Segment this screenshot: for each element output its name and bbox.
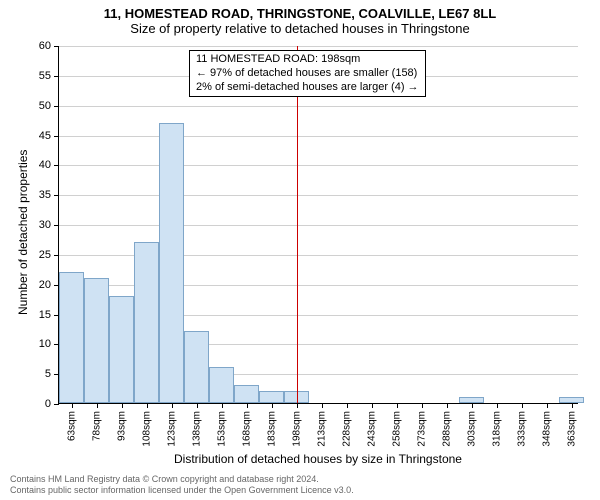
annotation-box: 11 HOMESTEAD ROAD: 198sqm ← 97% of detac… <box>189 50 426 97</box>
x-tick <box>572 403 573 408</box>
x-tick-label: 138sqm <box>191 411 202 447</box>
x-tick <box>397 403 398 408</box>
y-tick-label: 5 <box>45 368 51 380</box>
x-tick <box>97 403 98 408</box>
x-tick <box>172 403 173 408</box>
gridline <box>59 225 578 226</box>
footer-line: Contains HM Land Registry data © Crown c… <box>10 474 354 485</box>
x-tick <box>297 403 298 408</box>
x-tick <box>547 403 548 408</box>
y-tick <box>54 165 59 166</box>
page-subtitle: Size of property relative to detached ho… <box>0 21 600 40</box>
y-tick-label: 25 <box>39 249 51 261</box>
reference-line <box>297 46 298 403</box>
x-tick-label: 93sqm <box>116 411 127 441</box>
footer-attribution: Contains HM Land Registry data © Crown c… <box>10 474 354 496</box>
y-tick <box>54 136 59 137</box>
x-tick <box>322 403 323 408</box>
x-tick-label: 273sqm <box>416 411 427 447</box>
x-tick <box>422 403 423 408</box>
y-tick-label: 35 <box>39 189 51 201</box>
chart-container: 05101520253035404550556063sqm78sqm93sqm1… <box>58 46 578 404</box>
histogram-bar <box>84 278 109 403</box>
x-tick-label: 348sqm <box>541 411 552 447</box>
x-tick <box>272 403 273 408</box>
x-tick-label: 243sqm <box>366 411 377 447</box>
y-tick <box>54 195 59 196</box>
histogram-bar <box>259 391 284 403</box>
gridline <box>59 165 578 166</box>
x-tick <box>222 403 223 408</box>
x-tick-label: 288sqm <box>441 411 452 447</box>
x-tick <box>372 403 373 408</box>
y-axis-label: Number of detached properties <box>16 150 30 315</box>
histogram-bar <box>184 331 209 403</box>
x-tick-label: 168sqm <box>241 411 252 447</box>
x-tick-label: 123sqm <box>166 411 177 447</box>
x-tick-label: 153sqm <box>216 411 227 447</box>
histogram-bar <box>209 367 234 403</box>
x-tick <box>447 403 448 408</box>
y-tick-label: 55 <box>39 70 51 82</box>
x-tick <box>247 403 248 408</box>
histogram-bar <box>234 385 259 403</box>
x-tick-label: 258sqm <box>391 411 402 447</box>
y-tick <box>54 255 59 256</box>
gridline <box>59 106 578 107</box>
y-tick-label: 60 <box>39 40 51 52</box>
x-tick-label: 363sqm <box>566 411 577 447</box>
gridline <box>59 46 578 47</box>
x-tick <box>147 403 148 408</box>
x-tick <box>122 403 123 408</box>
page-title: 11, HOMESTEAD ROAD, THRINGSTONE, COALVIL… <box>0 0 600 21</box>
y-tick <box>54 76 59 77</box>
x-tick <box>347 403 348 408</box>
y-tick-label: 15 <box>39 309 51 321</box>
y-tick <box>54 404 59 405</box>
x-tick-label: 183sqm <box>266 411 277 447</box>
annotation-line: 11 HOMESTEAD ROAD: 198sqm <box>196 53 419 67</box>
y-tick-label: 45 <box>39 130 51 142</box>
x-tick-label: 63sqm <box>66 411 77 441</box>
x-tick-label: 198sqm <box>291 411 302 447</box>
y-tick-label: 20 <box>39 279 51 291</box>
y-tick-label: 0 <box>45 398 51 410</box>
x-tick-label: 108sqm <box>141 411 152 447</box>
histogram-bar <box>159 123 184 403</box>
y-tick <box>54 46 59 47</box>
y-tick-label: 50 <box>39 100 51 112</box>
x-tick <box>72 403 73 408</box>
x-tick-label: 303sqm <box>466 411 477 447</box>
x-tick-label: 318sqm <box>491 411 502 447</box>
histogram-bar <box>109 296 134 403</box>
x-tick-label: 333sqm <box>516 411 527 447</box>
gridline <box>59 136 578 137</box>
y-tick <box>54 225 59 226</box>
gridline <box>59 195 578 196</box>
x-tick-label: 228sqm <box>341 411 352 447</box>
x-tick <box>497 403 498 408</box>
plot-area: 05101520253035404550556063sqm78sqm93sqm1… <box>58 46 578 404</box>
footer-line: Contains public sector information licen… <box>10 485 354 496</box>
histogram-bar <box>59 272 84 403</box>
annotation-line: ← 97% of detached houses are smaller (15… <box>196 67 419 81</box>
histogram-bar <box>134 242 159 403</box>
annotation-line: 2% of semi-detached houses are larger (4… <box>196 81 419 95</box>
y-tick-label: 30 <box>39 219 51 231</box>
y-tick <box>54 106 59 107</box>
y-tick-label: 40 <box>39 159 51 171</box>
x-axis-label: Distribution of detached houses by size … <box>58 452 578 466</box>
y-tick-label: 10 <box>39 338 51 350</box>
x-tick-label: 78sqm <box>91 411 102 441</box>
x-tick <box>522 403 523 408</box>
x-tick <box>197 403 198 408</box>
x-tick <box>472 403 473 408</box>
x-tick-label: 213sqm <box>316 411 327 447</box>
